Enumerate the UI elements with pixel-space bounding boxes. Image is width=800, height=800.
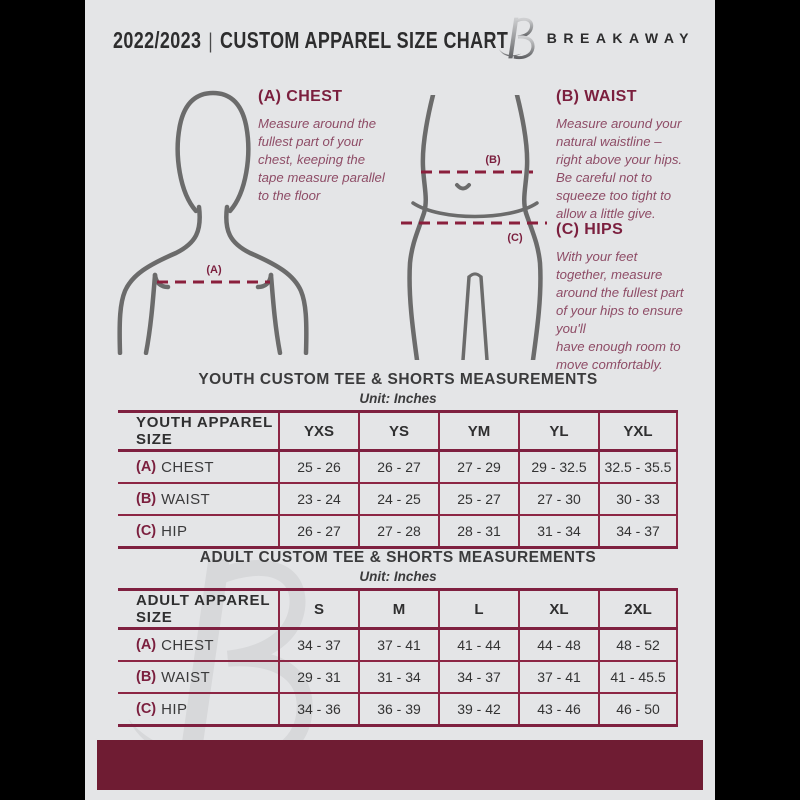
youth-chest-row: (A) CHEST 25 - 26 26 - 27 27 - 29 29 - 3… — [118, 452, 678, 484]
row-label: HIP — [161, 700, 188, 718]
adult-size-l: L — [438, 591, 518, 627]
youth-waist-row: (B) WAIST 23 - 24 24 - 25 25 - 27 27 - 3… — [118, 484, 678, 516]
hips-body-text: With your feet together, measure around … — [556, 249, 684, 372]
cell: 28 - 31 — [438, 516, 518, 546]
youth-header-row: YOUTH APPAREL SIZE YXS YS YM YL YXL — [118, 413, 678, 452]
adult-size-table: ADULT APPAREL SIZE S M L XL 2XL (A) CHES… — [118, 588, 678, 727]
size-chart-document: 2022/2023 | CUSTOM APPAREL SIZE CHART BREA… — [85, 0, 715, 800]
adult-size-s: S — [278, 591, 358, 627]
season-year: 2022/2023 — [113, 27, 202, 53]
cell: 32.5 - 35.5 — [598, 452, 678, 482]
waist-marker-label: (B) — [485, 154, 501, 166]
youth-table-title: YOUTH CUSTOM TEE & SHORTS MEASUREMENTS — [198, 371, 598, 388]
waist-heading: (B) WAIST — [556, 88, 637, 105]
cell: 26 - 27 — [358, 452, 438, 482]
youth-size-label: YOUTH APPAREL SIZE — [136, 414, 273, 448]
cell: 34 - 37 — [438, 662, 518, 692]
cell: 29 - 31 — [278, 662, 358, 692]
cell: 25 - 26 — [278, 452, 358, 482]
cell: 26 - 27 — [278, 516, 358, 546]
cell: 48 - 52 — [598, 630, 678, 660]
adult-size-xl: XL — [518, 591, 598, 627]
brand-name: BREAKAWAY — [546, 30, 695, 46]
row-key: (C) — [136, 523, 157, 539]
chest-figure: (A) — [110, 85, 310, 360]
row-label: HIP — [161, 522, 188, 540]
youth-size-ym: YM — [438, 413, 518, 449]
adult-chest-row: (A) CHEST 34 - 37 37 - 41 41 - 44 44 - 4… — [118, 630, 678, 662]
cell: 31 - 34 — [358, 662, 438, 692]
youth-size-ys: YS — [358, 413, 438, 449]
brand-block: BREAKAWAY — [498, 16, 695, 60]
cell: 27 - 29 — [438, 452, 518, 482]
chest-marker-label: (A) — [206, 264, 222, 276]
hip-marker-label: (C) — [507, 232, 523, 244]
adult-waist-row: (B) WAIST 29 - 31 31 - 34 34 - 37 37 - 4… — [118, 662, 678, 694]
chest-heading: (A) CHEST — [258, 88, 343, 105]
waist-instructions: (B) WAIST Measure around your natural wa… — [556, 88, 724, 223]
cell: 41 - 45.5 — [598, 662, 678, 692]
hips-instructions: (C) HIPS With your feet together, measur… — [556, 221, 724, 374]
hips-heading: (C) HIPS — [556, 221, 624, 238]
cell: 34 - 36 — [278, 694, 358, 724]
cell: 27 - 28 — [358, 516, 438, 546]
youth-size-yxs: YXS — [278, 413, 358, 449]
row-key: (A) — [136, 459, 157, 475]
cell: 36 - 39 — [358, 694, 438, 724]
adult-size-2xl: 2XL — [598, 591, 678, 627]
row-label: WAIST — [161, 668, 211, 686]
title-divider: | — [208, 30, 213, 53]
cell: 29 - 32.5 — [518, 452, 598, 482]
row-label: WAIST — [161, 490, 211, 508]
cell: 39 - 42 — [438, 694, 518, 724]
cell: 37 - 41 — [358, 630, 438, 660]
adult-size-m: M — [358, 591, 438, 627]
cell: 27 - 30 — [518, 484, 598, 514]
youth-size-table: YOUTH APPAREL SIZE YXS YS YM YL YXL (A) … — [118, 410, 678, 549]
footer-bar — [97, 740, 703, 790]
breakaway-logo-icon — [498, 17, 535, 60]
adult-hip-row: (C) HIP 34 - 36 36 - 39 39 - 42 43 - 46 … — [118, 694, 678, 727]
youth-table-unit: Unit: Inches — [359, 391, 437, 406]
cell: 46 - 50 — [598, 694, 678, 724]
row-key: (B) — [136, 669, 157, 685]
chest-body-text: Measure around the fullest part of your … — [258, 116, 385, 203]
waist-hip-figure: (B) (C) — [395, 92, 555, 365]
row-label: CHEST — [161, 458, 214, 476]
cell: 23 - 24 — [278, 484, 358, 514]
row-key: (A) — [136, 637, 157, 653]
cell: 24 - 25 — [358, 484, 438, 514]
waist-body-text: Measure around your natural waistline – … — [556, 116, 683, 221]
adult-size-label: ADULT APPAREL SIZE — [136, 592, 271, 626]
cell: 37 - 41 — [518, 662, 598, 692]
page-title: 2022/2023 | CUSTOM APPAREL SIZE CHART — [113, 27, 508, 54]
chest-instructions: (A) CHEST Measure around the fullest par… — [258, 88, 426, 205]
youth-hip-row: (C) HIP 26 - 27 27 - 28 28 - 31 31 - 34 … — [118, 516, 678, 549]
cell: 43 - 46 — [518, 694, 598, 724]
row-key: (B) — [136, 491, 157, 507]
youth-size-yxl: YXL — [598, 413, 678, 449]
row-key: (C) — [136, 701, 157, 717]
adult-table-unit: Unit: Inches — [359, 569, 437, 584]
cell: 34 - 37 — [598, 516, 678, 546]
adult-header-row: ADULT APPAREL SIZE S M L XL 2XL — [118, 591, 678, 630]
cell: 41 - 44 — [438, 630, 518, 660]
cell: 31 - 34 — [518, 516, 598, 546]
row-label: CHEST — [161, 636, 214, 654]
cell: 34 - 37 — [278, 630, 358, 660]
youth-size-yl: YL — [518, 413, 598, 449]
cell: 25 - 27 — [438, 484, 518, 514]
adult-table-title: ADULT CUSTOM TEE & SHORTS MEASUREMENTS — [199, 549, 597, 566]
title-text: CUSTOM APPAREL SIZE CHART — [220, 27, 509, 53]
cell: 44 - 48 — [518, 630, 598, 660]
cell: 30 - 33 — [598, 484, 678, 514]
